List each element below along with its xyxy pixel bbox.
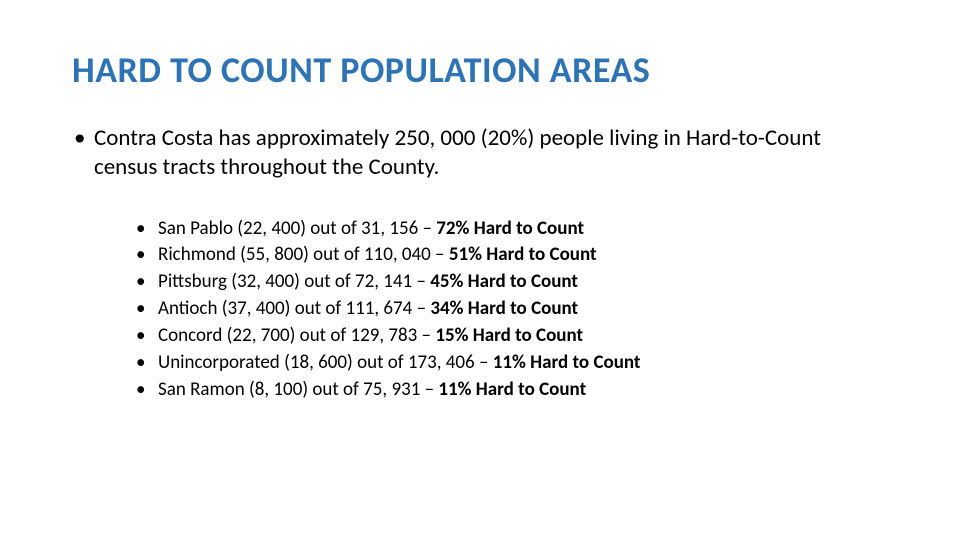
sub-bullet-prefix: Unincorporated (18, 600) out of 173, 406…	[158, 351, 493, 374]
sub-bullet-prefix: San Ramon (8, 100) out of 75, 931 –	[158, 378, 438, 401]
main-bullet-item: Contra Costa has approximately 250, 000 …	[72, 124, 888, 404]
sub-bullet-bold: 11% Hard to Count	[493, 351, 641, 374]
main-bullet-list: Contra Costa has approximately 250, 000 …	[72, 124, 888, 404]
sub-bullet-item: Richmond (55, 800) out of 110, 040 – 51%…	[136, 242, 888, 269]
sub-bullet-bold: 51% Hard to Count	[449, 243, 597, 266]
slide: HARD TO COUNT POPULATION AREAS Contra Co…	[0, 0, 960, 540]
sub-bullet-item: Unincorporated (18, 600) out of 173, 406…	[136, 350, 888, 377]
sub-bullet-item: San Ramon (8, 100) out of 75, 931 – 11% …	[136, 377, 888, 404]
sub-bullet-bold: 11% Hard to Count	[438, 378, 586, 401]
main-bullet-text: Contra Costa has approximately 250, 000 …	[94, 124, 821, 181]
sub-bullet-item: Concord (22, 700) out of 129, 783 – 15% …	[136, 323, 888, 350]
sub-bullet-bold: 34% Hard to Count	[430, 297, 578, 320]
sub-bullet-list: San Pablo (22, 400) out of 31, 156 – 72%…	[94, 216, 888, 405]
sub-bullet-prefix: Concord (22, 700) out of 129, 783 –	[158, 324, 435, 347]
sub-bullet-prefix: Pittsburg (32, 400) out of 72, 141 –	[158, 270, 430, 293]
sub-bullet-prefix: Richmond (55, 800) out of 110, 040 –	[158, 243, 449, 266]
sub-bullet-prefix: Antioch (37, 400) out of 111, 674 –	[158, 297, 430, 320]
sub-bullet-item: San Pablo (22, 400) out of 31, 156 – 72%…	[136, 216, 888, 243]
sub-bullet-item: Pittsburg (32, 400) out of 72, 141 – 45%…	[136, 269, 888, 296]
sub-bullet-bold: 45% Hard to Count	[430, 270, 578, 293]
sub-bullet-item: Antioch (37, 400) out of 111, 674 – 34% …	[136, 296, 888, 323]
sub-bullet-bold: 72% Hard to Count	[436, 217, 584, 240]
slide-title: HARD TO COUNT POPULATION AREAS	[72, 48, 888, 92]
sub-bullet-prefix: San Pablo (22, 400) out of 31, 156 –	[158, 217, 436, 240]
sub-bullet-bold: 15% Hard to Count	[435, 324, 583, 347]
